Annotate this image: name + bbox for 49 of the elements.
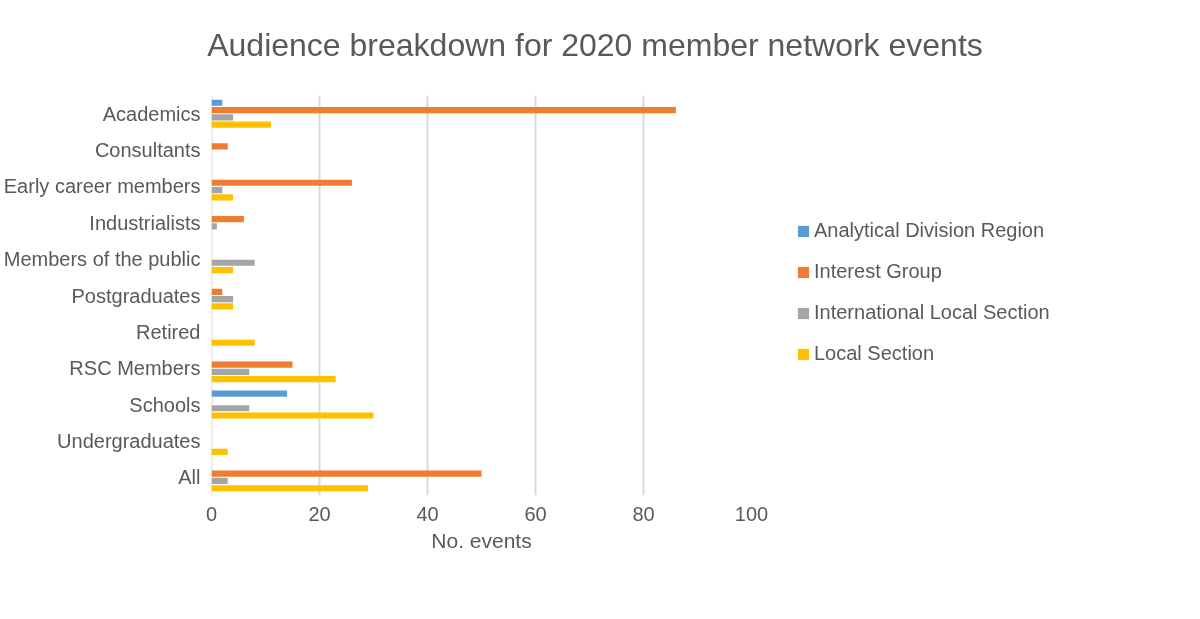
bar: [211, 216, 244, 223]
y-tick-label: Schools: [129, 393, 201, 416]
y-tick-label: Retired: [136, 320, 201, 343]
x-tick-label: 0: [205, 502, 218, 525]
chart-title: Audience breakdown for 2020 member network events: [207, 26, 983, 65]
legend-label: Interest Group: [814, 260, 942, 283]
y-tick-label: RSC Members: [69, 357, 201, 380]
bar: [211, 266, 234, 274]
legend-label: Analytical Division Region: [814, 219, 1045, 242]
bar: [211, 296, 234, 303]
bar: [211, 121, 271, 128]
bar: [211, 303, 234, 310]
legend-label: International Local Section: [814, 301, 1050, 324]
y-tick-label: All: [178, 466, 201, 489]
bar: [211, 405, 250, 412]
bar: [211, 361, 293, 368]
y-tick-label: Members of the public: [3, 248, 201, 271]
y-tick-label: Postgraduates: [71, 284, 201, 307]
x-tick-label: 20: [308, 502, 331, 525]
y-tick-label: Undergraduates: [57, 429, 201, 452]
bar: [211, 339, 255, 346]
bar: [211, 186, 223, 194]
bar: [211, 376, 336, 383]
bar: [211, 288, 223, 295]
y-tick-label: Early career members: [3, 175, 201, 198]
bar: [211, 194, 234, 201]
bar: [211, 259, 255, 266]
y-tick-label: Industrialists: [89, 211, 201, 234]
x-tick-label: 40: [416, 502, 439, 525]
bar: [211, 412, 374, 419]
bar: [211, 390, 288, 397]
x-tick-label: 60: [524, 502, 547, 525]
y-tick-label: Consultants: [94, 139, 201, 162]
bar: [211, 470, 482, 477]
bar: [211, 223, 217, 230]
x-tick-label: 80: [632, 502, 655, 525]
bar: [211, 99, 223, 106]
x-axis-title: No. events: [431, 528, 532, 552]
legend-label: Local Section: [814, 342, 935, 365]
bar: [211, 114, 234, 121]
bar: [211, 179, 352, 186]
bar: [211, 448, 228, 455]
x-tick-label: 100: [734, 502, 769, 525]
bar: [211, 485, 369, 492]
bar: [211, 477, 228, 485]
bar: [211, 368, 250, 375]
bar: [211, 143, 228, 150]
y-tick-label: Academics: [102, 102, 201, 125]
bar: [211, 106, 676, 114]
